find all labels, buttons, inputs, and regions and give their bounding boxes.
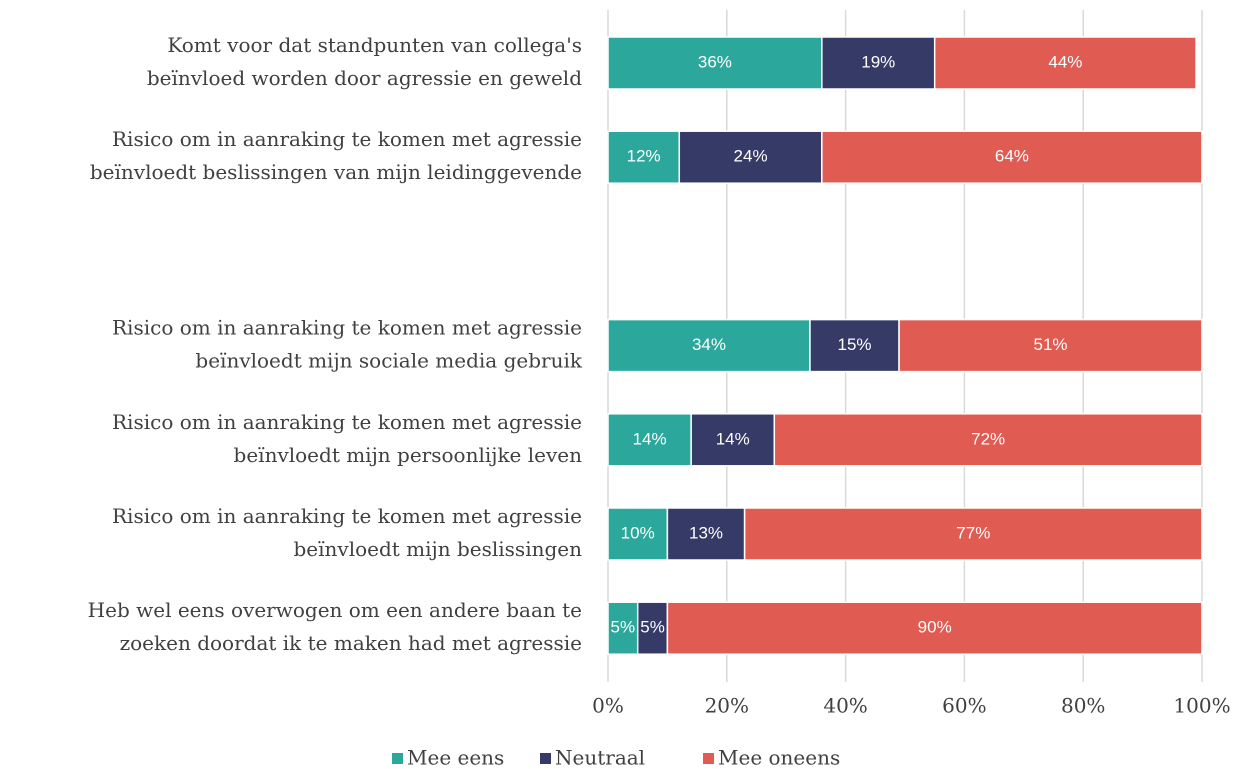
- value-label: 10%: [621, 523, 655, 542]
- x-tick-label: 40%: [823, 694, 867, 718]
- value-label: 12%: [627, 147, 661, 166]
- bar-segment: [607, 130, 681, 184]
- category-label: beïnvloed worden door agressie en geweld: [147, 66, 582, 90]
- bar-segment: [666, 507, 746, 561]
- bar-segment: [773, 413, 1203, 467]
- x-tick-label: 100%: [1173, 694, 1230, 718]
- bar-segment: [607, 318, 811, 373]
- legend-swatch: [392, 753, 403, 764]
- category-label: Heb wel eens overwogen om een andere baa…: [88, 598, 582, 622]
- bar-segment: [607, 36, 823, 90]
- category-label: beïnvloedt mijn persoonlijke leven: [234, 443, 583, 467]
- category-label: Komt voor dat standpunten van collega's: [167, 33, 582, 57]
- category-label: beïnvloedt beslissingen van mijn leiding…: [90, 160, 582, 184]
- value-label: 14%: [633, 429, 667, 448]
- value-label: 5%: [640, 618, 665, 637]
- bar-segment: [898, 318, 1203, 373]
- category-label: beïnvloedt mijn sociale media gebruik: [195, 349, 582, 373]
- bar-segment: [809, 318, 900, 373]
- category-label: beïnvloedt mijn beslissingen: [293, 537, 582, 561]
- value-label: 51%: [1034, 335, 1068, 354]
- x-tick-label: 0%: [592, 694, 624, 718]
- x-tick-label: 20%: [705, 694, 749, 718]
- bar-segment: [821, 130, 1203, 184]
- bar-segment: [607, 507, 669, 561]
- value-label: 5%: [611, 618, 636, 637]
- value-label: 34%: [692, 335, 726, 354]
- value-label: 44%: [1048, 52, 1082, 71]
- value-label: 14%: [716, 429, 750, 448]
- category-label: Risico om in aanraking te komen met agre…: [112, 316, 582, 340]
- bar-segment: [933, 36, 1197, 90]
- bar-segment: [743, 507, 1203, 561]
- value-label: 36%: [698, 52, 732, 71]
- legend-label: Neutraal: [555, 746, 645, 769]
- value-label: 15%: [837, 335, 871, 354]
- bar-segment: [678, 130, 823, 184]
- category-label: Risico om in aanraking te komen met agre…: [112, 504, 582, 528]
- category-label: Risico om in aanraking te komen met agre…: [112, 127, 582, 151]
- value-label: 19%: [861, 52, 895, 71]
- legend-swatch: [540, 753, 551, 764]
- x-tick-label: 80%: [1061, 694, 1105, 718]
- value-label: 13%: [689, 523, 723, 542]
- category-label: Risico om in aanraking te komen met agre…: [112, 410, 582, 434]
- bar-segment: [636, 601, 669, 655]
- bar-segment: [607, 413, 692, 467]
- bar-segment: [690, 413, 776, 467]
- legend-swatch: [703, 753, 714, 764]
- category-label: zoeken doordat ik te maken had met agres…: [120, 631, 582, 655]
- bar-segment: [666, 601, 1203, 655]
- legend-label: Mee oneens: [718, 746, 840, 769]
- value-label: 90%: [918, 618, 952, 637]
- value-label: 24%: [734, 147, 768, 166]
- value-label: 72%: [971, 429, 1005, 448]
- legend-label: Mee eens: [407, 746, 504, 769]
- value-label: 64%: [995, 147, 1029, 166]
- x-tick-label: 60%: [942, 694, 986, 718]
- value-label: 77%: [956, 523, 990, 542]
